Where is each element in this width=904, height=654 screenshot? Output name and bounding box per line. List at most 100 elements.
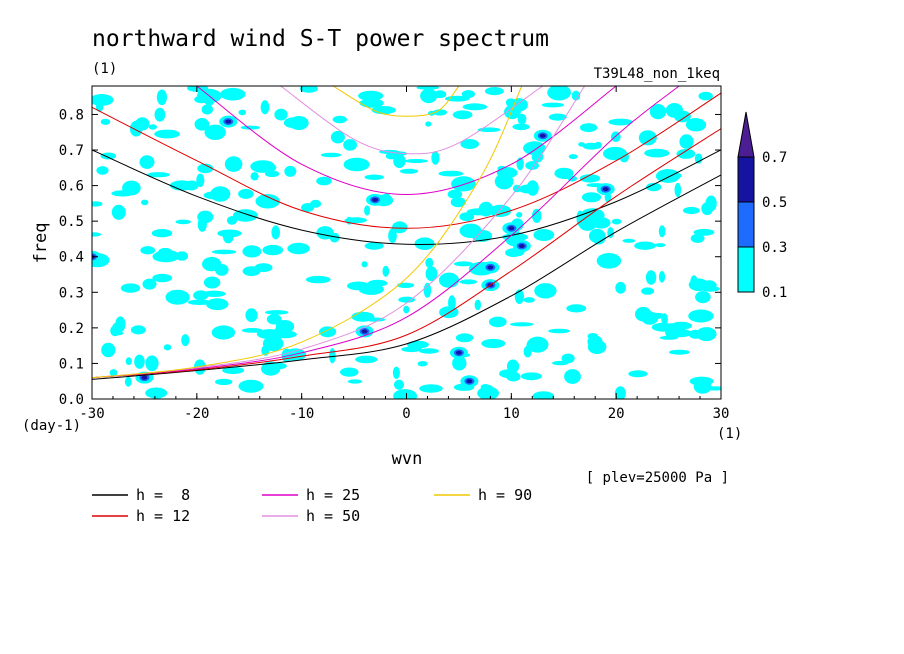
dispersion-curve-h12 [92,128,721,379]
power-blob [607,227,614,239]
power-blob [393,389,418,399]
y-tick-label: 0.3 [59,285,84,301]
power-blob [332,115,347,124]
power-blob [145,387,168,399]
power-blob [474,299,481,311]
power-blob [111,204,126,220]
power-blob [603,146,627,161]
power-blob [523,297,535,303]
power-blob [289,116,309,130]
power-blob [232,209,258,222]
power-blob [240,125,261,130]
x-tick-label: -10 [289,406,314,422]
power-blob [455,350,462,355]
colorbar: 0.7 0.5 0.3 0.1 [737,111,787,301]
power-blob [641,287,655,295]
power-blob [489,204,512,217]
power-blob [578,217,597,231]
power-blob [564,369,581,384]
power-blob [264,170,280,178]
dispersion-curve-h8 [92,149,721,245]
power-blob [175,251,189,261]
power-blob [141,199,149,206]
power-blob [659,335,679,340]
power-blob [210,186,231,202]
power-blob [266,314,282,325]
power-blob [109,369,118,377]
power-blob [419,384,443,393]
power-blob [552,360,569,366]
power-blob [316,176,332,186]
power-blob [517,113,527,125]
power-blob [364,205,371,216]
power-blob [154,107,166,122]
power-blob [484,87,504,96]
power-blob [196,173,205,188]
power-blob [343,139,357,151]
y-tick-label: 0.6 [59,179,84,195]
power-blob [665,103,684,118]
y-axis-title: freq [31,223,51,264]
power-blob [615,281,626,294]
power-blob [201,104,213,115]
power-blob [134,354,145,369]
power-blob [287,242,310,255]
power-blob [225,119,232,124]
colorbar-extend [737,111,755,158]
power-blob [532,391,555,399]
power-blob [602,187,609,192]
y-axis: 0.0 0.1 0.2 0.3 0.4 0.5 0.6 0.7 0.8 [59,107,721,408]
power-blob [169,180,194,191]
power-blob [533,229,555,241]
power-blob [608,118,633,126]
power-blob [628,370,648,378]
power-blob [206,298,229,311]
power-blob [638,130,657,146]
power-blob [238,109,247,116]
power-blob [417,361,428,367]
power-blob [611,218,622,225]
power-blob [124,376,132,387]
power-blob [452,355,467,371]
subtitle-right: T39L48_non_1keq [594,66,720,82]
power-blob [480,384,491,390]
power-blob [518,184,537,194]
power-blob [425,266,438,282]
power-blob [139,155,155,169]
power-blob [669,349,690,355]
power-blob [365,317,386,322]
chart-title: northward wind S-T power spectrum [92,26,549,52]
power-blob [347,379,363,384]
power-blob [319,326,337,338]
power-blob [488,316,507,328]
power-blob [548,328,570,334]
power-blob [359,98,384,108]
power-blob [299,86,318,93]
power-blob [181,334,190,347]
legend-label: h = 8 [136,486,190,504]
power-blob [92,201,103,207]
power-blob [96,166,109,175]
power-blob [579,123,598,133]
power-blob [238,188,254,199]
power-blob [398,296,416,303]
power-blob [262,244,284,256]
dispersion-curve-h90 [92,86,523,379]
power-blob [688,329,703,339]
power-blob [399,168,419,174]
power-blob [211,325,236,340]
power-blob [423,282,432,298]
power-blob [453,261,474,267]
subtitle-left: (1) [92,61,117,77]
power-blob [466,379,473,384]
power-blob [250,160,276,173]
power-blob [419,348,439,354]
power-blob [518,244,525,249]
power-blob [425,257,434,268]
power-blob [505,98,516,107]
power-blob [396,282,415,288]
power-blob [242,245,262,258]
power-blob [547,86,571,101]
y-tick-label: 0.4 [59,250,84,266]
